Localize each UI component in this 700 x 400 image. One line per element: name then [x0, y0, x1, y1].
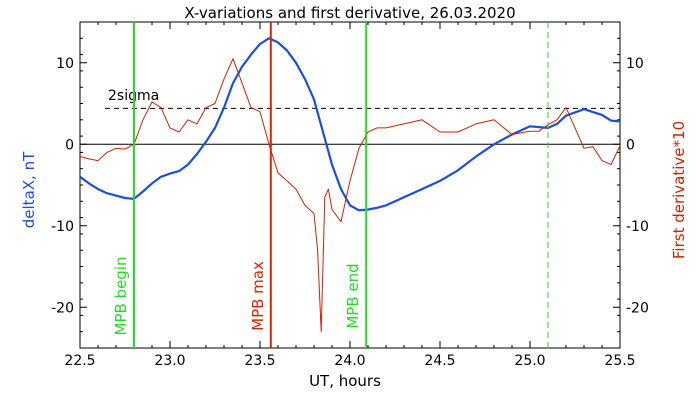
y-tick-label-left: 10 — [56, 56, 74, 72]
y-tick-label-left: -20 — [51, 300, 74, 316]
x-tick-label: 24.0 — [334, 353, 365, 369]
y-tick-label-right: -20 — [626, 300, 649, 316]
x-tick-label: 25.0 — [514, 353, 545, 369]
marker-label-2: MPB max — [249, 261, 267, 331]
x-tick-label: 23.0 — [154, 353, 185, 369]
x-tick-label: 25.5 — [604, 353, 635, 369]
x-axis-label: UT, hours — [309, 372, 381, 390]
y-tick-label-right: 0 — [626, 137, 635, 153]
x-tick-label: 23.5 — [244, 353, 275, 369]
y-tick-label-left: -10 — [51, 219, 74, 235]
x-tick-label: 24.5 — [424, 353, 455, 369]
y-tick-label-right: 10 — [626, 56, 644, 72]
marker-label-1: MPB begin — [112, 257, 130, 336]
derivative-series-line — [79, 58, 621, 333]
y-axis-label-right: First derivative*10 — [670, 121, 688, 259]
y-axis-label-left: deltaX, nT — [20, 151, 38, 228]
chart-title: X-variations and first derivative, 26.03… — [184, 4, 515, 22]
plot-area: 22.5 23.0 23.5 24.0 24.5 25.0 25.5 10 0 -10 -20 10 0… — [51, 21, 649, 369]
y-tick-label-left: 0 — [65, 137, 74, 153]
y-tick-label-right: -10 — [626, 219, 649, 235]
x-tick-label: 22.5 — [64, 353, 95, 369]
marker-label-3: MPB end — [344, 263, 362, 328]
deltax-series-line — [79, 37, 621, 212]
